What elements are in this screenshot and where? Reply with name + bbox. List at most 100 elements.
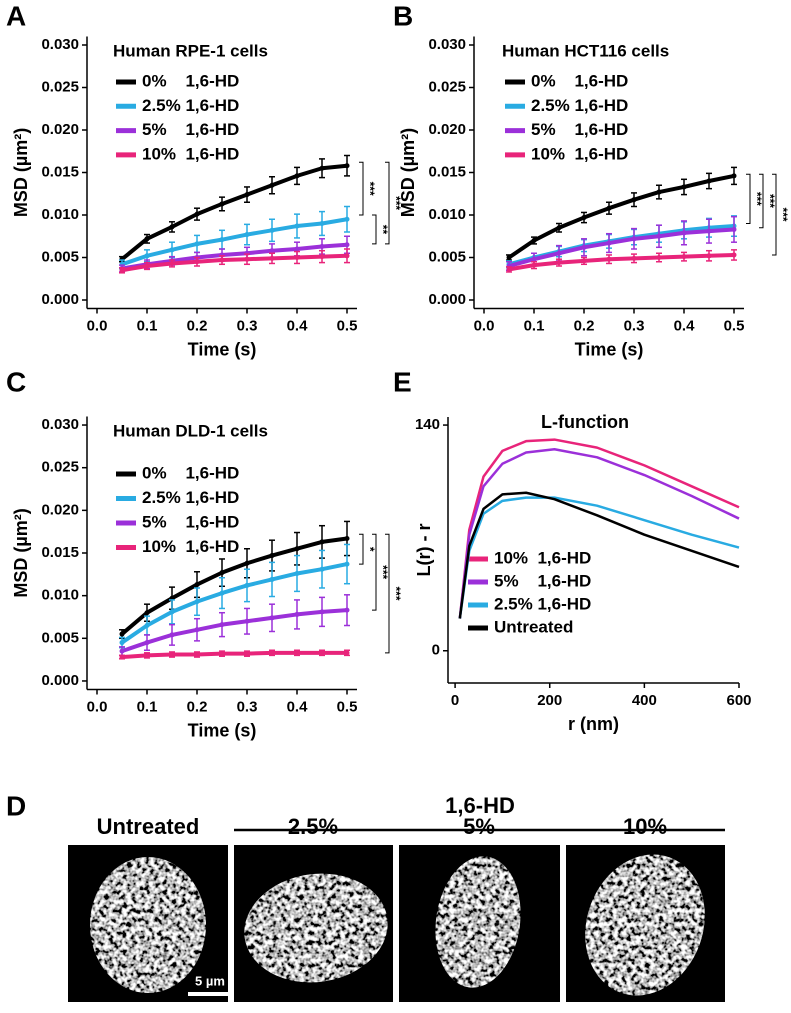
significance-bracket (385, 161, 390, 245)
marker (269, 650, 275, 656)
y-tick-label: 0.005 (41, 248, 79, 265)
chart-title: Human RPE-1 cells (113, 41, 268, 60)
marker (219, 201, 225, 207)
column-label: 2.5% (288, 814, 338, 839)
series-line (458, 496, 740, 619)
legend-label: 10% 1,6-HD (494, 548, 591, 567)
legend-label: 2.5% 1,6-HD (531, 96, 628, 115)
y-tick-label: 0.030 (41, 36, 79, 53)
series-line (458, 438, 740, 619)
marker (269, 615, 275, 621)
marker (631, 236, 637, 242)
marker (169, 609, 175, 615)
marker (606, 205, 612, 211)
legend-label: 2.5% 1,6-HD (142, 96, 239, 115)
legend-label: 10% 1,6-HD (142, 144, 239, 163)
marker (119, 648, 125, 654)
y-axis-title: MSD (µm²) (398, 128, 418, 217)
marker (244, 651, 250, 657)
series-line (121, 217, 348, 267)
y-tick-label: 0.020 (41, 501, 79, 518)
marker (656, 189, 662, 195)
marker (219, 237, 225, 243)
marker (344, 216, 350, 222)
y-tick-label: 0.025 (41, 459, 79, 476)
series-line (508, 252, 735, 272)
marker (294, 255, 300, 260)
legend-label: 2.5% 1,6-HD (494, 594, 591, 613)
marker (319, 566, 325, 572)
marker (344, 253, 350, 259)
marker (319, 609, 325, 615)
marker (144, 236, 150, 242)
marker (219, 570, 225, 576)
legend-label: 2.5% 1,6-HD (142, 488, 239, 507)
significance-bracket (359, 161, 364, 216)
significance-label: *** (389, 196, 403, 210)
y-tick-label: 0.010 (41, 206, 79, 223)
marker (244, 232, 250, 238)
x-tick-label: 0.1 (137, 698, 158, 715)
y-tick-label: 140 (415, 416, 440, 433)
marker (581, 258, 587, 264)
x-tick-label: 0.2 (574, 317, 595, 334)
y-axis-title: L(r) - r (414, 524, 434, 577)
significance-label: *** (763, 194, 777, 208)
marker (169, 224, 175, 230)
marker (144, 253, 150, 259)
marker (144, 610, 150, 616)
marker (506, 255, 512, 260)
legend-label: Untreated (494, 617, 573, 636)
marker (731, 226, 737, 232)
marker (194, 582, 200, 588)
marker (269, 248, 275, 254)
marker (119, 267, 125, 273)
marker (294, 650, 300, 656)
marker (631, 255, 637, 261)
x-axis-title: Time (s) (188, 720, 257, 740)
series-line (121, 608, 348, 654)
x-axis-title: Time (s) (188, 339, 257, 359)
marker (344, 561, 350, 567)
marker (244, 256, 250, 262)
y-tick-label: 0.000 (41, 291, 79, 308)
significance-bracket (385, 533, 390, 654)
x-tick-label: 0.1 (137, 317, 158, 334)
x-tick-label: 0.0 (87, 317, 108, 334)
y-tick-label: 0.010 (41, 587, 79, 604)
legend-label: 0% 1,6-HD (142, 71, 239, 90)
marker (169, 632, 175, 638)
legend-label: 10% 1,6-HD (531, 144, 628, 163)
chart-title: L-function (541, 412, 629, 432)
marker (319, 254, 325, 260)
y-tick-label: 0.020 (428, 121, 466, 138)
marker (506, 266, 512, 272)
marker (581, 244, 587, 250)
x-tick-label: 0.5 (337, 698, 358, 715)
group-label: 1,6-HD (445, 793, 515, 818)
marker (219, 651, 225, 657)
marker (169, 247, 175, 253)
marker (531, 238, 537, 243)
series-line (508, 227, 735, 268)
x-tick-label: 0.2 (187, 317, 208, 334)
marker (144, 652, 150, 658)
marker (219, 622, 225, 628)
significance-bracket (746, 173, 751, 224)
marker (144, 623, 150, 629)
y-tick-label: 0.025 (428, 78, 466, 95)
y-tick-label: 0.030 (41, 416, 79, 433)
panel-letter: E (393, 366, 412, 397)
panel-letter: B (393, 0, 413, 31)
y-tick-label: 0.000 (428, 291, 466, 308)
marker (194, 259, 200, 265)
marker (194, 241, 200, 247)
x-tick-label: 0.3 (624, 317, 645, 334)
marker (556, 225, 562, 231)
marker (581, 215, 587, 221)
marker (319, 539, 325, 545)
series-line (507, 173, 735, 260)
marker (656, 255, 662, 260)
x-tick-label: 600 (726, 692, 751, 709)
x-axis-title: r (nm) (568, 714, 619, 734)
